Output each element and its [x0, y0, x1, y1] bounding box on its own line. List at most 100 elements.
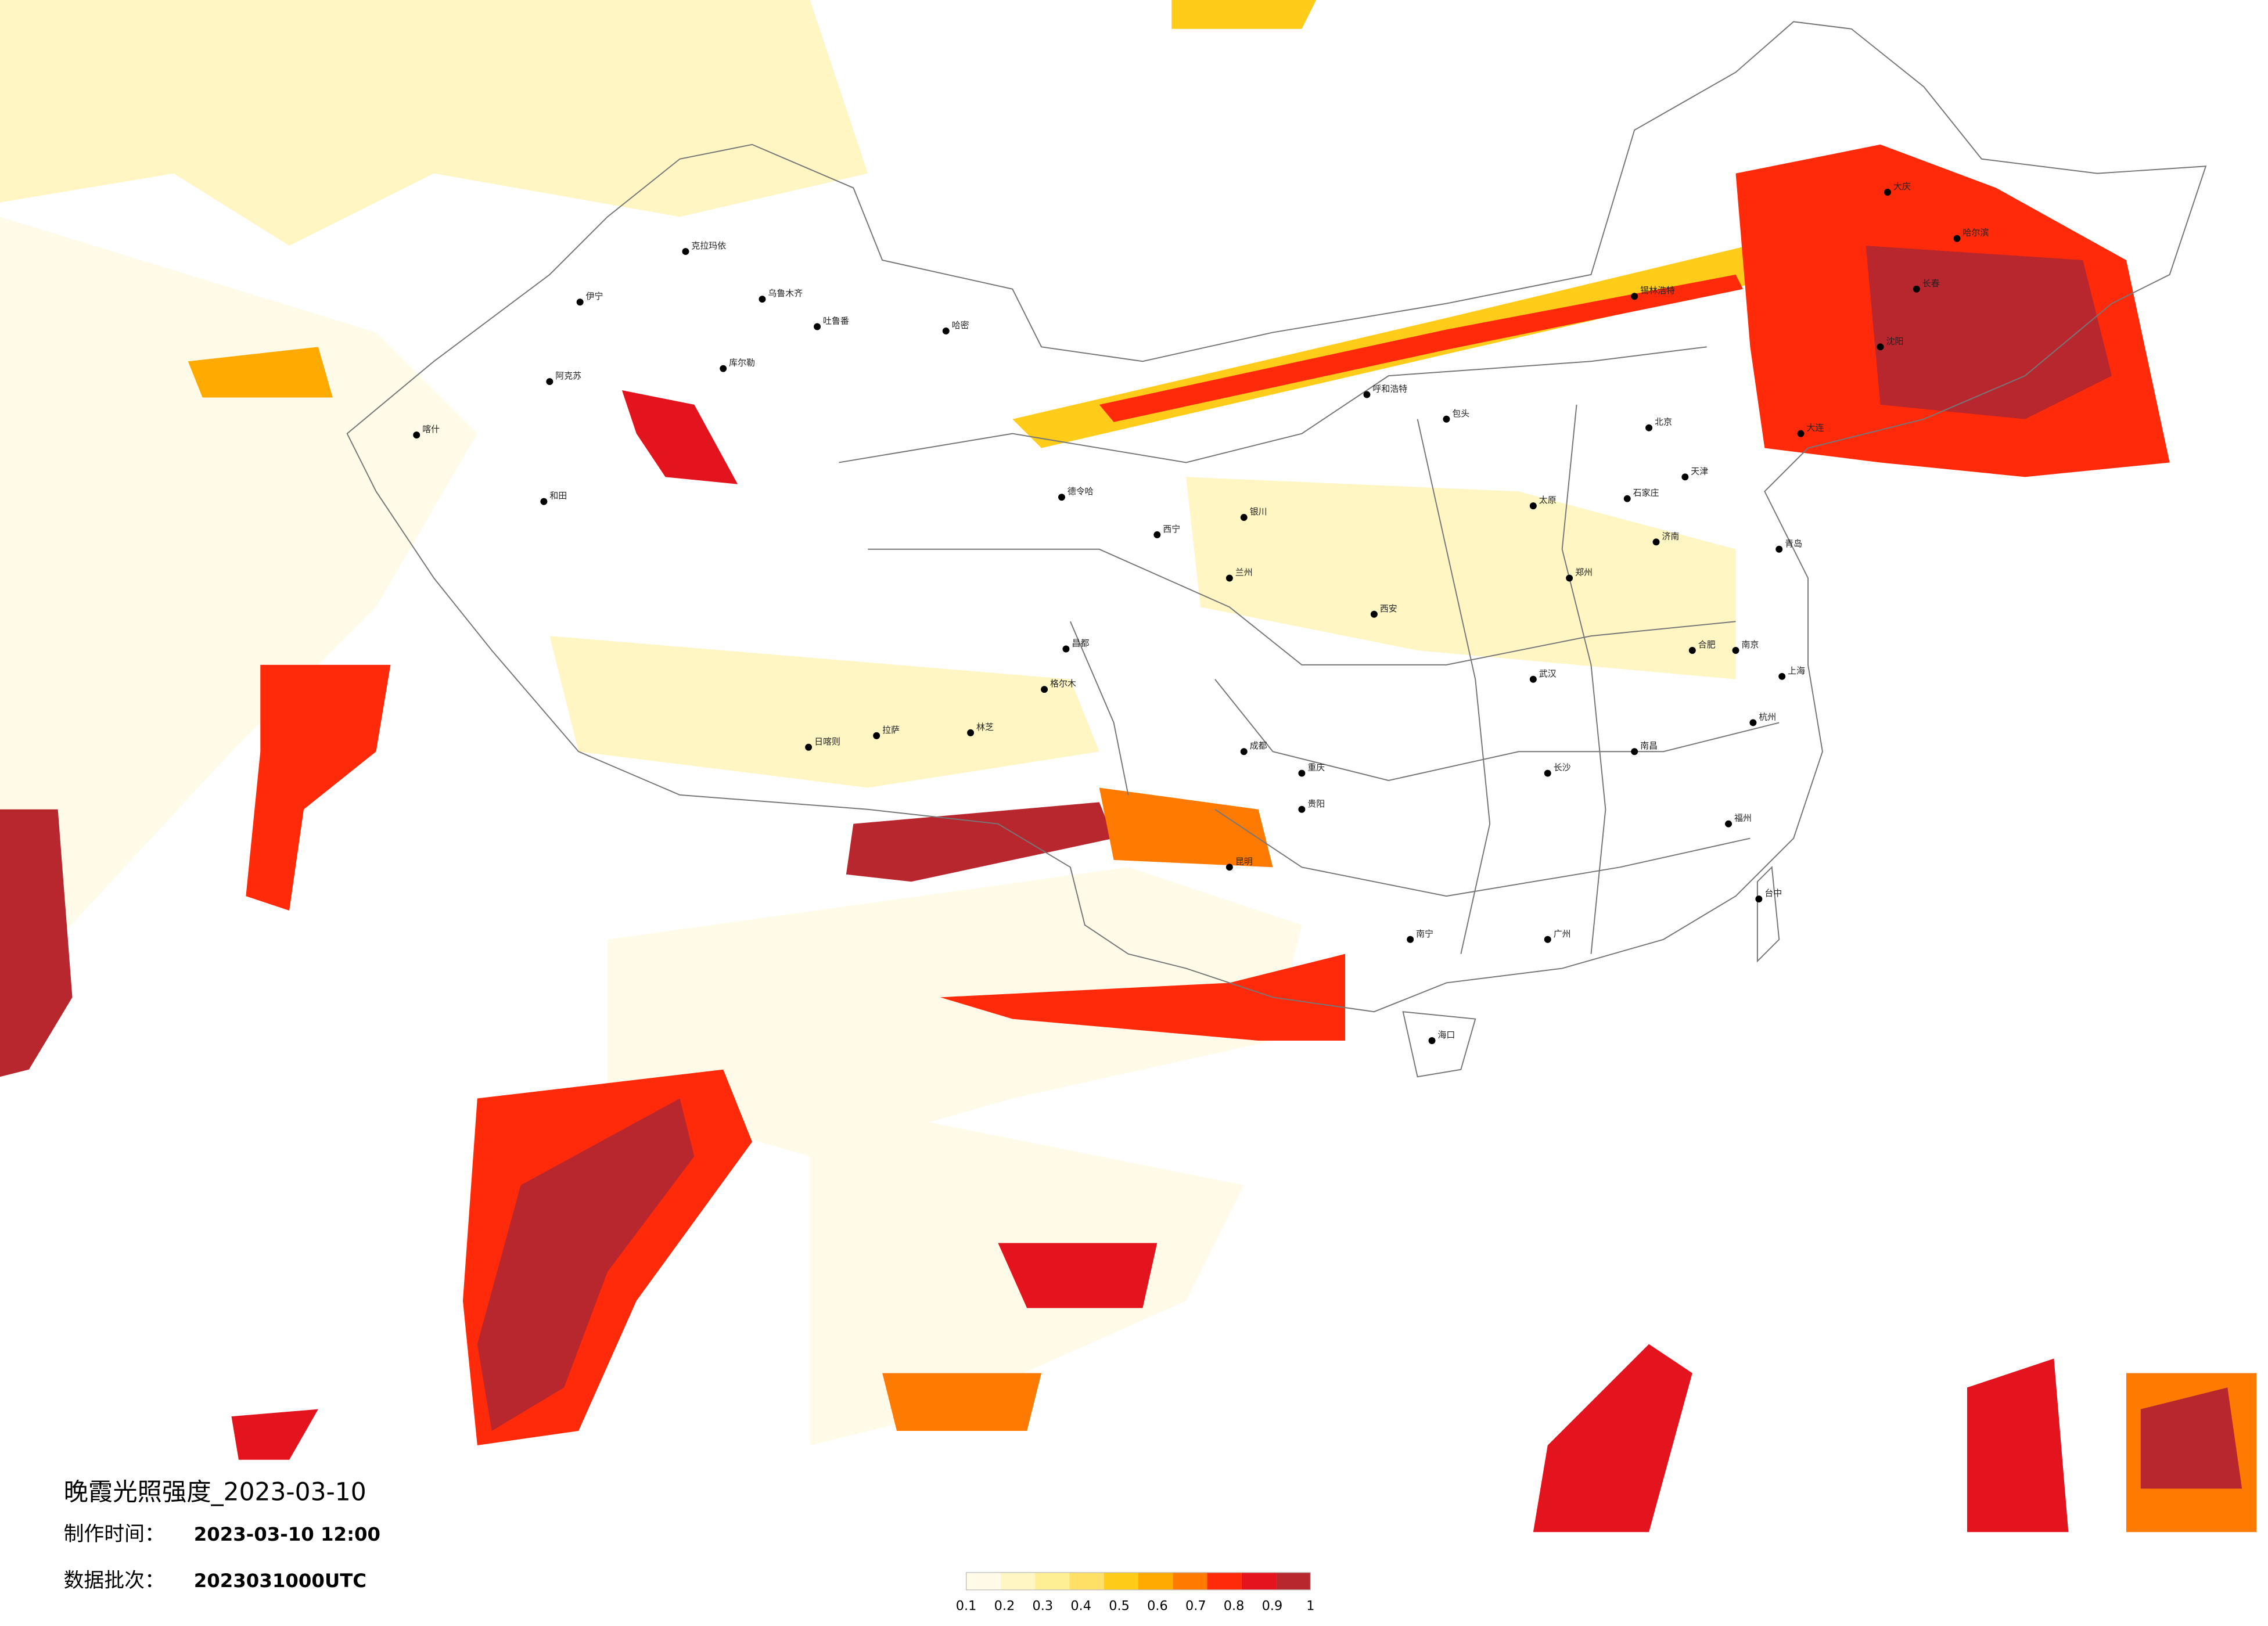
heat-area [2140, 1387, 2242, 1489]
city-label: 贵阳 [1307, 798, 1325, 809]
legend-tick-label: 0.1 [956, 1599, 977, 1614]
city-label: 西安 [1380, 603, 1397, 614]
heat-area [477, 1098, 695, 1431]
city-dot [873, 732, 880, 739]
legend-swatch [966, 1572, 1001, 1590]
city-label: 伊宁 [586, 291, 603, 301]
city-label: 吐鲁番 [823, 316, 849, 326]
heat-area [1967, 1358, 2069, 1533]
city-dot [1428, 1037, 1436, 1044]
heat-area [246, 664, 391, 911]
heat-area [1171, 0, 1317, 29]
city-dot [720, 365, 727, 372]
batch: 2023031000UTC [194, 1570, 366, 1592]
legend-swatch [1276, 1572, 1311, 1590]
city-label: 银川 [1250, 506, 1267, 517]
city-dot [1877, 343, 1884, 351]
border [1402, 866, 1780, 1078]
city-dot [1732, 647, 1739, 654]
legend-swatch [1207, 1572, 1242, 1590]
city-label: 南昌 [1640, 740, 1658, 751]
city-dot [1797, 430, 1805, 437]
city-label: 太原 [1539, 495, 1557, 505]
city-dot [942, 327, 950, 334]
heat-area [0, 809, 73, 1077]
legend-tick-label: 0.9 [1262, 1599, 1283, 1614]
heat-area [0, 217, 477, 1012]
city-label: 上海 [1788, 665, 1805, 676]
heat-area [231, 1409, 318, 1460]
city-label: 广州 [1554, 929, 1571, 939]
heat-area [882, 1373, 1042, 1431]
heat-area [549, 636, 1099, 788]
city-label: 德令哈 [1067, 486, 1094, 497]
heat-area [0, 0, 868, 246]
legend-swatch [1035, 1572, 1070, 1590]
city-dot [540, 498, 548, 505]
city-label: 长春 [1922, 278, 1940, 289]
batch-label: 数据批次： [64, 1569, 165, 1592]
legend-tick-label: 0.7 [1185, 1599, 1206, 1614]
city-label: 和田 [549, 491, 567, 501]
legend-tick-label: 1 [1306, 1599, 1314, 1614]
city-label: 日喀则 [814, 736, 840, 747]
city-label: 昌都 [1072, 638, 1089, 649]
heat-area [1099, 274, 1743, 422]
city-dot [576, 298, 584, 306]
city-label: 杭州 [1759, 711, 1776, 722]
city-label: 南京 [1741, 639, 1759, 650]
city-dot [1623, 495, 1631, 502]
title: 晚霞光照强度_2023-03-10 [64, 1477, 366, 1506]
made-label: 制作时间： [64, 1523, 165, 1546]
legend-tick-label: 0.6 [1147, 1599, 1168, 1614]
city-label: 大庆 [1893, 181, 1911, 192]
city-label: 海口 [1437, 1030, 1455, 1040]
legend-tick-label: 0.4 [1070, 1599, 1091, 1614]
city-label: 成都 [1250, 740, 1267, 751]
city-dot [1225, 574, 1233, 582]
legend-swatch [1138, 1572, 1173, 1590]
city-dot [1544, 769, 1551, 777]
heat-area [1186, 477, 1736, 679]
city-label: 兰州 [1235, 567, 1253, 578]
city-dot [1566, 574, 1573, 582]
heat-area [607, 867, 1302, 1157]
heat-area [940, 954, 1346, 1041]
city-label: 郑州 [1575, 567, 1593, 578]
city-label: 北京 [1655, 417, 1672, 427]
legend-swatch [1069, 1572, 1104, 1590]
city-label: 克拉玛依 [691, 240, 726, 251]
heat-area [1099, 787, 1273, 868]
legend-swatch [1000, 1572, 1036, 1590]
legend-swatch [1104, 1572, 1138, 1590]
city-dot [1755, 895, 1763, 903]
city-label: 沈阳 [1886, 336, 1904, 346]
city-dot [1298, 805, 1306, 813]
city-dot [1407, 936, 1414, 943]
city-label: 济南 [1662, 531, 1680, 541]
city-dot [1529, 502, 1537, 510]
city-label: 哈尔滨 [1963, 228, 1989, 238]
city-label: 青岛 [1785, 538, 1802, 549]
city-dot [1913, 285, 1920, 293]
legend-swatch [1173, 1572, 1207, 1590]
border [839, 346, 1780, 954]
legend-frame [965, 1572, 1311, 1591]
city-label: 福州 [1734, 813, 1752, 823]
city-dot [1631, 293, 1638, 300]
city-label: 格尔木 [1050, 678, 1076, 689]
city-label: 台中 [1764, 888, 1782, 898]
city-label: 喀什 [422, 424, 440, 434]
city-label: 昆明 [1235, 856, 1253, 866]
city-label: 合肥 [1698, 639, 1716, 650]
city-label: 长沙 [1554, 762, 1571, 773]
city-dot [413, 431, 420, 439]
city-dot [1953, 235, 1961, 242]
city-dot [1775, 545, 1783, 553]
heat-area [1533, 1344, 1692, 1533]
city-label: 南宁 [1416, 929, 1433, 939]
city-dot [1058, 494, 1065, 501]
city-label: 锡林浩特 [1640, 285, 1675, 296]
city-label: 乌鲁木齐 [768, 288, 803, 298]
